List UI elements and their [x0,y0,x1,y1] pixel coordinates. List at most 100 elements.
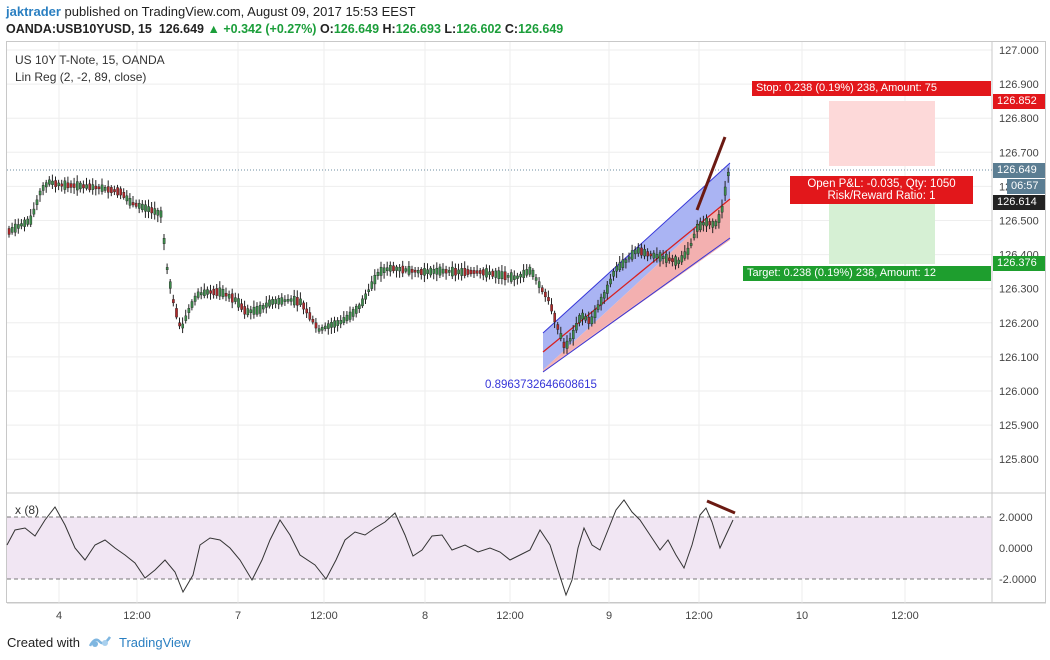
candle-body [537,281,541,288]
price-tick-label: 125.800 [999,454,1039,466]
candle-body [134,202,138,207]
candle-body [302,302,305,310]
candle-body [277,298,281,305]
candle-body [38,190,42,196]
tradingview-link[interactable]: TradingView [118,635,191,650]
candle-body [153,208,157,215]
target-zone[interactable] [829,198,935,264]
candle-body [398,267,402,272]
last-price: 126.649 [158,22,205,36]
candle-body [215,288,219,296]
candle-body [510,272,513,282]
candle-body [320,327,324,331]
candle-body [519,273,522,278]
candle-body [603,292,606,299]
linreg-mid-line[interactable] [542,198,731,353]
entry-price-marker: 126.614 [993,195,1045,210]
candle-body [720,205,724,213]
time-axis-ticks: 4 12:00 7 12:00 8 12:00 9 12:00 10 12:00 [56,610,919,622]
candle-body [218,287,222,297]
candle-body [358,304,361,309]
candle-body [249,309,253,313]
candle-body [364,293,367,300]
stop-label[interactable]: Stop: 0.238 (0.19%) 238, Amount: 75 [752,81,991,96]
candle-body [159,210,163,218]
candle-body [438,266,442,276]
candle-body [634,249,637,255]
candle-body [565,340,569,349]
candle-body [342,317,346,323]
candle-body [702,222,705,226]
candle-body [29,215,33,225]
osc-tick-label: -2.0000 [999,574,1036,586]
candle-body [305,308,309,314]
publish-info: published on TradingView.com, August 09,… [64,4,416,19]
candle-body [246,308,250,316]
candle-body [252,306,256,315]
time-tick-label: 4 [56,610,62,622]
candle-body [513,275,516,280]
candle-body [100,184,104,192]
price-trendline[interactable] [695,136,727,211]
time-tick-label: 12:00 [123,610,151,622]
candle-body [212,288,216,296]
candle-body [699,221,702,231]
instrument-legend[interactable]: US 10Y T-Note, 15, OANDA [15,53,165,67]
candle-body [668,257,671,261]
target-label[interactable]: Target: 0.238 (0.19%) 238, Amount: 12 [743,266,991,281]
indicator-legend[interactable]: Lin Reg (2, -2, 89, close) [15,70,147,84]
close-label: C: [504,22,519,36]
candle-body [677,259,680,264]
linreg-upper-line[interactable] [542,162,731,334]
candle-body [615,266,618,272]
candle-body [187,308,191,313]
candle-body [348,311,352,320]
risk-reward-text: Risk/Reward Ratio: 1 [827,190,936,202]
candle-body [119,188,122,196]
candle-body [575,323,578,331]
time-tick-label: 8 [422,610,428,622]
candle-body [550,304,553,312]
price-tick-label: 127.000 [999,45,1039,57]
candle-body [60,183,64,187]
candle-body [7,228,11,235]
candle-body [94,185,98,190]
candle-body [444,269,448,274]
candle-body [79,182,82,190]
oscillator-trendline[interactable] [706,499,736,515]
author-link[interactable]: jaktrader [6,4,61,19]
candle-body [131,202,135,206]
candle-body [689,243,693,246]
candle-body [116,187,119,196]
candle-body [327,323,330,329]
candle-body [137,203,141,209]
candle-body [168,281,172,289]
candle-body [417,270,420,274]
candle-body [578,315,581,323]
oscillator-legend[interactable]: x (8) [15,503,39,517]
candle-body [355,305,358,314]
pnl-text: Open P&L: -0.035, Qty: 1050 [807,178,956,190]
candle-body [559,333,563,339]
candle-body [410,268,414,273]
tradingview-logo-icon [88,634,112,651]
candle-body [57,182,60,187]
osc-axis-ticks: 2.0000 0.0000 -2.0000 [999,512,1036,586]
candle-body [708,221,711,226]
candle-body [113,189,116,193]
candle-body [472,270,476,274]
candle-body [494,270,498,278]
candle-body [451,266,454,277]
candle-body [491,270,495,277]
candle-body [289,298,293,302]
stop-zone[interactable] [829,101,935,166]
candle-body [497,270,501,279]
symbol-name: OANDA:USB10YUSD, 15 [6,22,152,36]
candle-body [308,312,312,320]
candle-body [221,289,225,298]
candle-body [649,253,653,257]
linreg-lower-line[interactable] [542,237,731,373]
pnl-box[interactable]: Open P&L: -0.035, Qty: 1050 Risk/Reward … [790,176,973,204]
candle-body [255,306,259,315]
